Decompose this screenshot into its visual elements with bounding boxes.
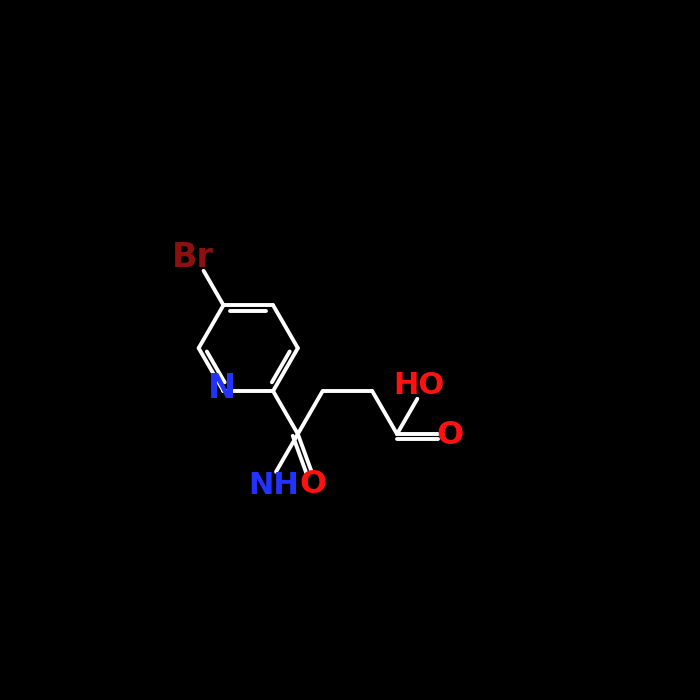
Text: O: O [299, 468, 326, 500]
Text: N: N [209, 372, 237, 405]
Text: Br: Br [172, 241, 214, 274]
Text: O: O [436, 419, 463, 451]
Text: NH: NH [248, 471, 299, 500]
Text: HO: HO [393, 371, 444, 400]
